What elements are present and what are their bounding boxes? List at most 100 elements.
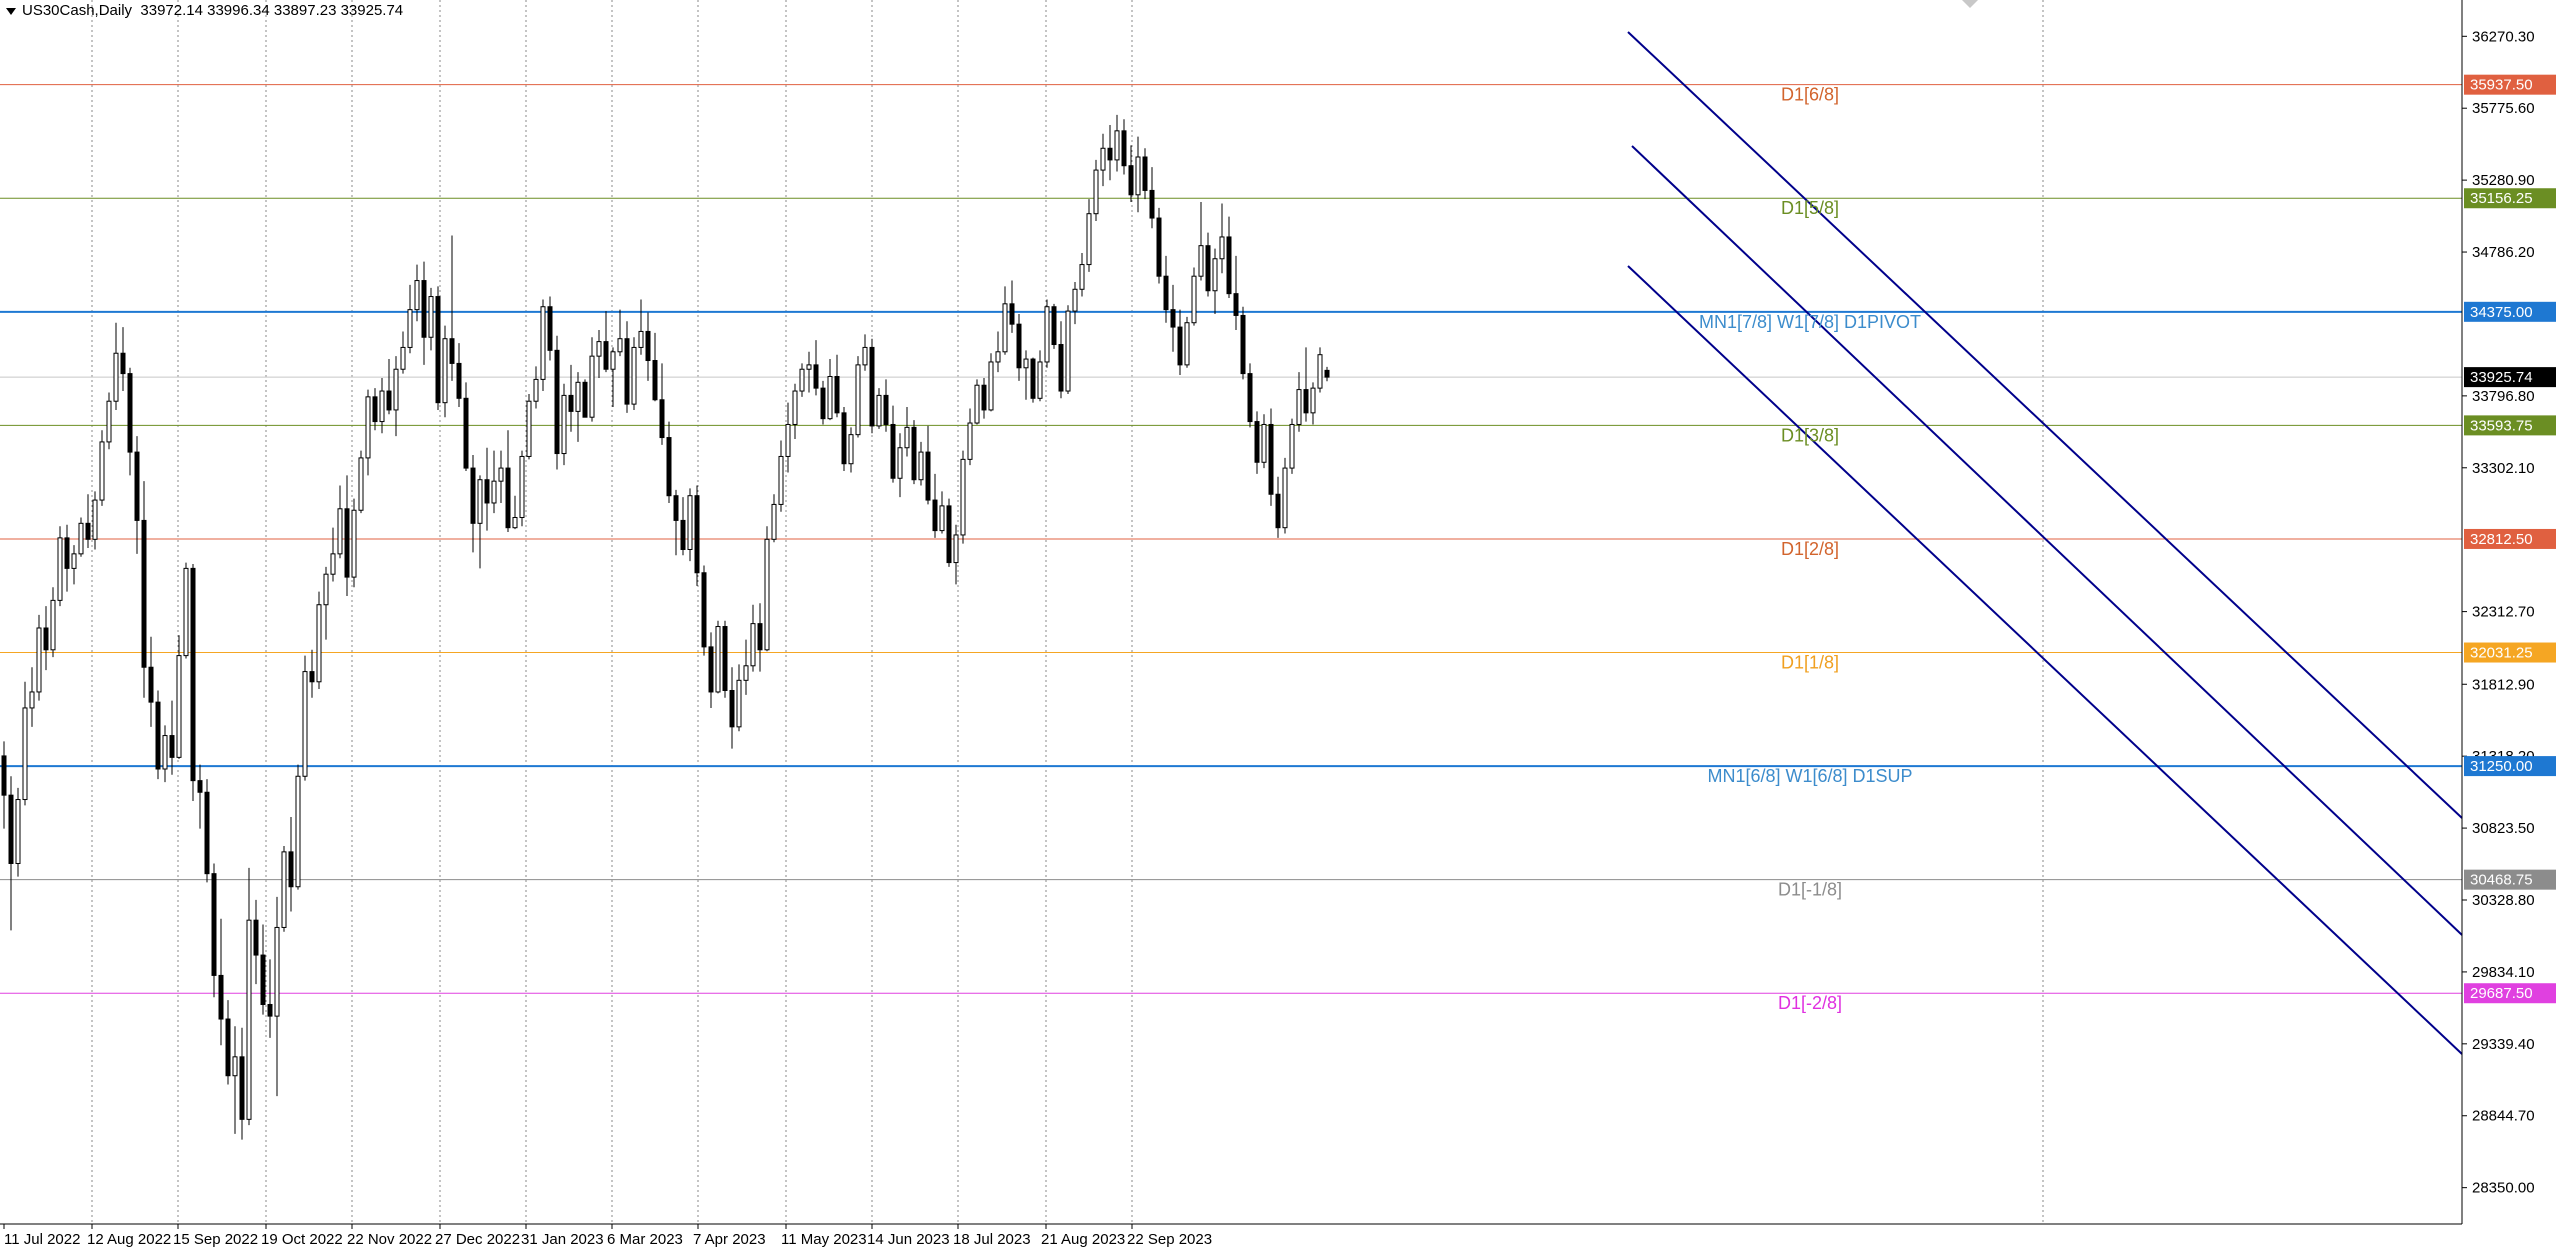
candle — [708, 632, 714, 708]
bear-candle-body — [288, 851, 294, 888]
bull-candle-body — [1023, 358, 1029, 369]
candle — [1233, 255, 1239, 330]
bull-candle-body — [477, 479, 483, 524]
candle — [1184, 316, 1190, 368]
bull-candle-body — [512, 517, 518, 529]
bull-candle-body — [1317, 354, 1323, 389]
channel-line[interactable] — [1631, 145, 2463, 936]
candle — [15, 787, 21, 877]
candle — [582, 379, 588, 418]
candle — [1079, 252, 1085, 297]
bull-candle-body — [904, 426, 910, 449]
bear-candle-body — [890, 423, 896, 479]
candle — [834, 354, 840, 418]
candle — [288, 816, 294, 912]
bear-candle-body — [1009, 303, 1015, 325]
collapse-triangle-icon[interactable] — [6, 7, 16, 15]
bull-candle-body — [1289, 423, 1295, 469]
candle — [1149, 167, 1155, 229]
candle — [148, 636, 154, 727]
candle — [505, 430, 511, 533]
bear-candle-body — [456, 362, 462, 399]
bull-candle-body — [862, 346, 868, 366]
date-tick-label: 6 Mar 2023 — [607, 1231, 683, 1248]
bear-candle-body — [841, 412, 847, 465]
date-tick-label: 22 Nov 2022 — [347, 1231, 432, 1248]
candle — [1198, 202, 1204, 281]
scroll-marker-icon[interactable] — [1962, 0, 1978, 8]
candle — [848, 427, 854, 473]
price-badge: 33593.75 — [2464, 415, 2556, 436]
bear-candle-body — [1051, 306, 1057, 346]
candle — [1128, 145, 1134, 203]
bull-candle-body — [519, 455, 525, 519]
candle — [183, 562, 189, 659]
candle — [680, 497, 686, 556]
channel-line[interactable] — [1627, 31, 2463, 819]
bear-candle-body — [435, 296, 441, 404]
candle — [974, 379, 980, 425]
candle — [1191, 267, 1197, 326]
bear-candle-body — [253, 919, 259, 956]
candle — [1142, 148, 1148, 200]
bear-candle-body — [708, 646, 714, 693]
bear-candle-body — [421, 280, 427, 338]
bull-candle-body — [750, 623, 756, 667]
candle — [526, 393, 532, 460]
bull-candle-body — [71, 553, 77, 569]
candle — [1163, 255, 1169, 323]
candle — [897, 433, 903, 498]
bull-candle-body — [1065, 310, 1071, 392]
candle — [1226, 216, 1232, 299]
bull-candle-body — [939, 505, 945, 532]
bear-candle-body — [757, 623, 763, 651]
candle — [456, 343, 462, 408]
candle — [820, 380, 826, 425]
bear-candle-body — [267, 1003, 273, 1017]
bull-candle-body — [22, 707, 28, 801]
candle — [1254, 411, 1260, 474]
bear-candle-body — [309, 671, 315, 683]
bear-candle-body — [1177, 326, 1183, 366]
candle — [323, 566, 329, 640]
candle — [99, 430, 105, 506]
candle — [785, 402, 791, 473]
date-tick-label: 7 Apr 2023 — [693, 1231, 766, 1248]
price-badge-bg — [2464, 74, 2556, 95]
bull-candle-body — [442, 338, 448, 404]
candle — [316, 591, 322, 690]
candle — [939, 491, 945, 534]
price-tick-label: 29834.10 — [2472, 964, 2535, 981]
candle — [337, 485, 343, 559]
bear-candle-body — [470, 467, 476, 524]
candle — [85, 494, 91, 549]
ohlc-values: 33972.14 33996.34 33897.23 33925.74 — [140, 2, 404, 19]
bear-candle-body — [1128, 165, 1134, 196]
candle — [379, 377, 385, 434]
trend-channel[interactable] — [1627, 31, 2463, 1055]
date-tick-label: 27 Dec 2022 — [435, 1231, 520, 1248]
candle — [491, 450, 497, 514]
candle — [666, 421, 672, 503]
bear-candle-body — [925, 451, 931, 501]
candle — [1261, 414, 1267, 469]
price-badge-text: 31250.00 — [2470, 758, 2533, 775]
candle — [778, 440, 784, 512]
price-badge: 35156.25 — [2464, 188, 2556, 209]
candle — [638, 299, 644, 355]
bear-candle-body — [1016, 323, 1022, 369]
bull-candle-body — [610, 351, 616, 370]
candle — [631, 337, 637, 410]
channel-line[interactable] — [1627, 265, 2463, 1055]
bull-candle-body — [918, 451, 924, 481]
candle — [862, 334, 868, 371]
candle — [477, 475, 483, 569]
bull-candle-body — [848, 434, 854, 465]
bear-candle-body — [680, 519, 686, 550]
bear-candle-body — [1121, 130, 1127, 167]
candle — [225, 1000, 231, 1085]
candle — [1289, 418, 1295, 474]
